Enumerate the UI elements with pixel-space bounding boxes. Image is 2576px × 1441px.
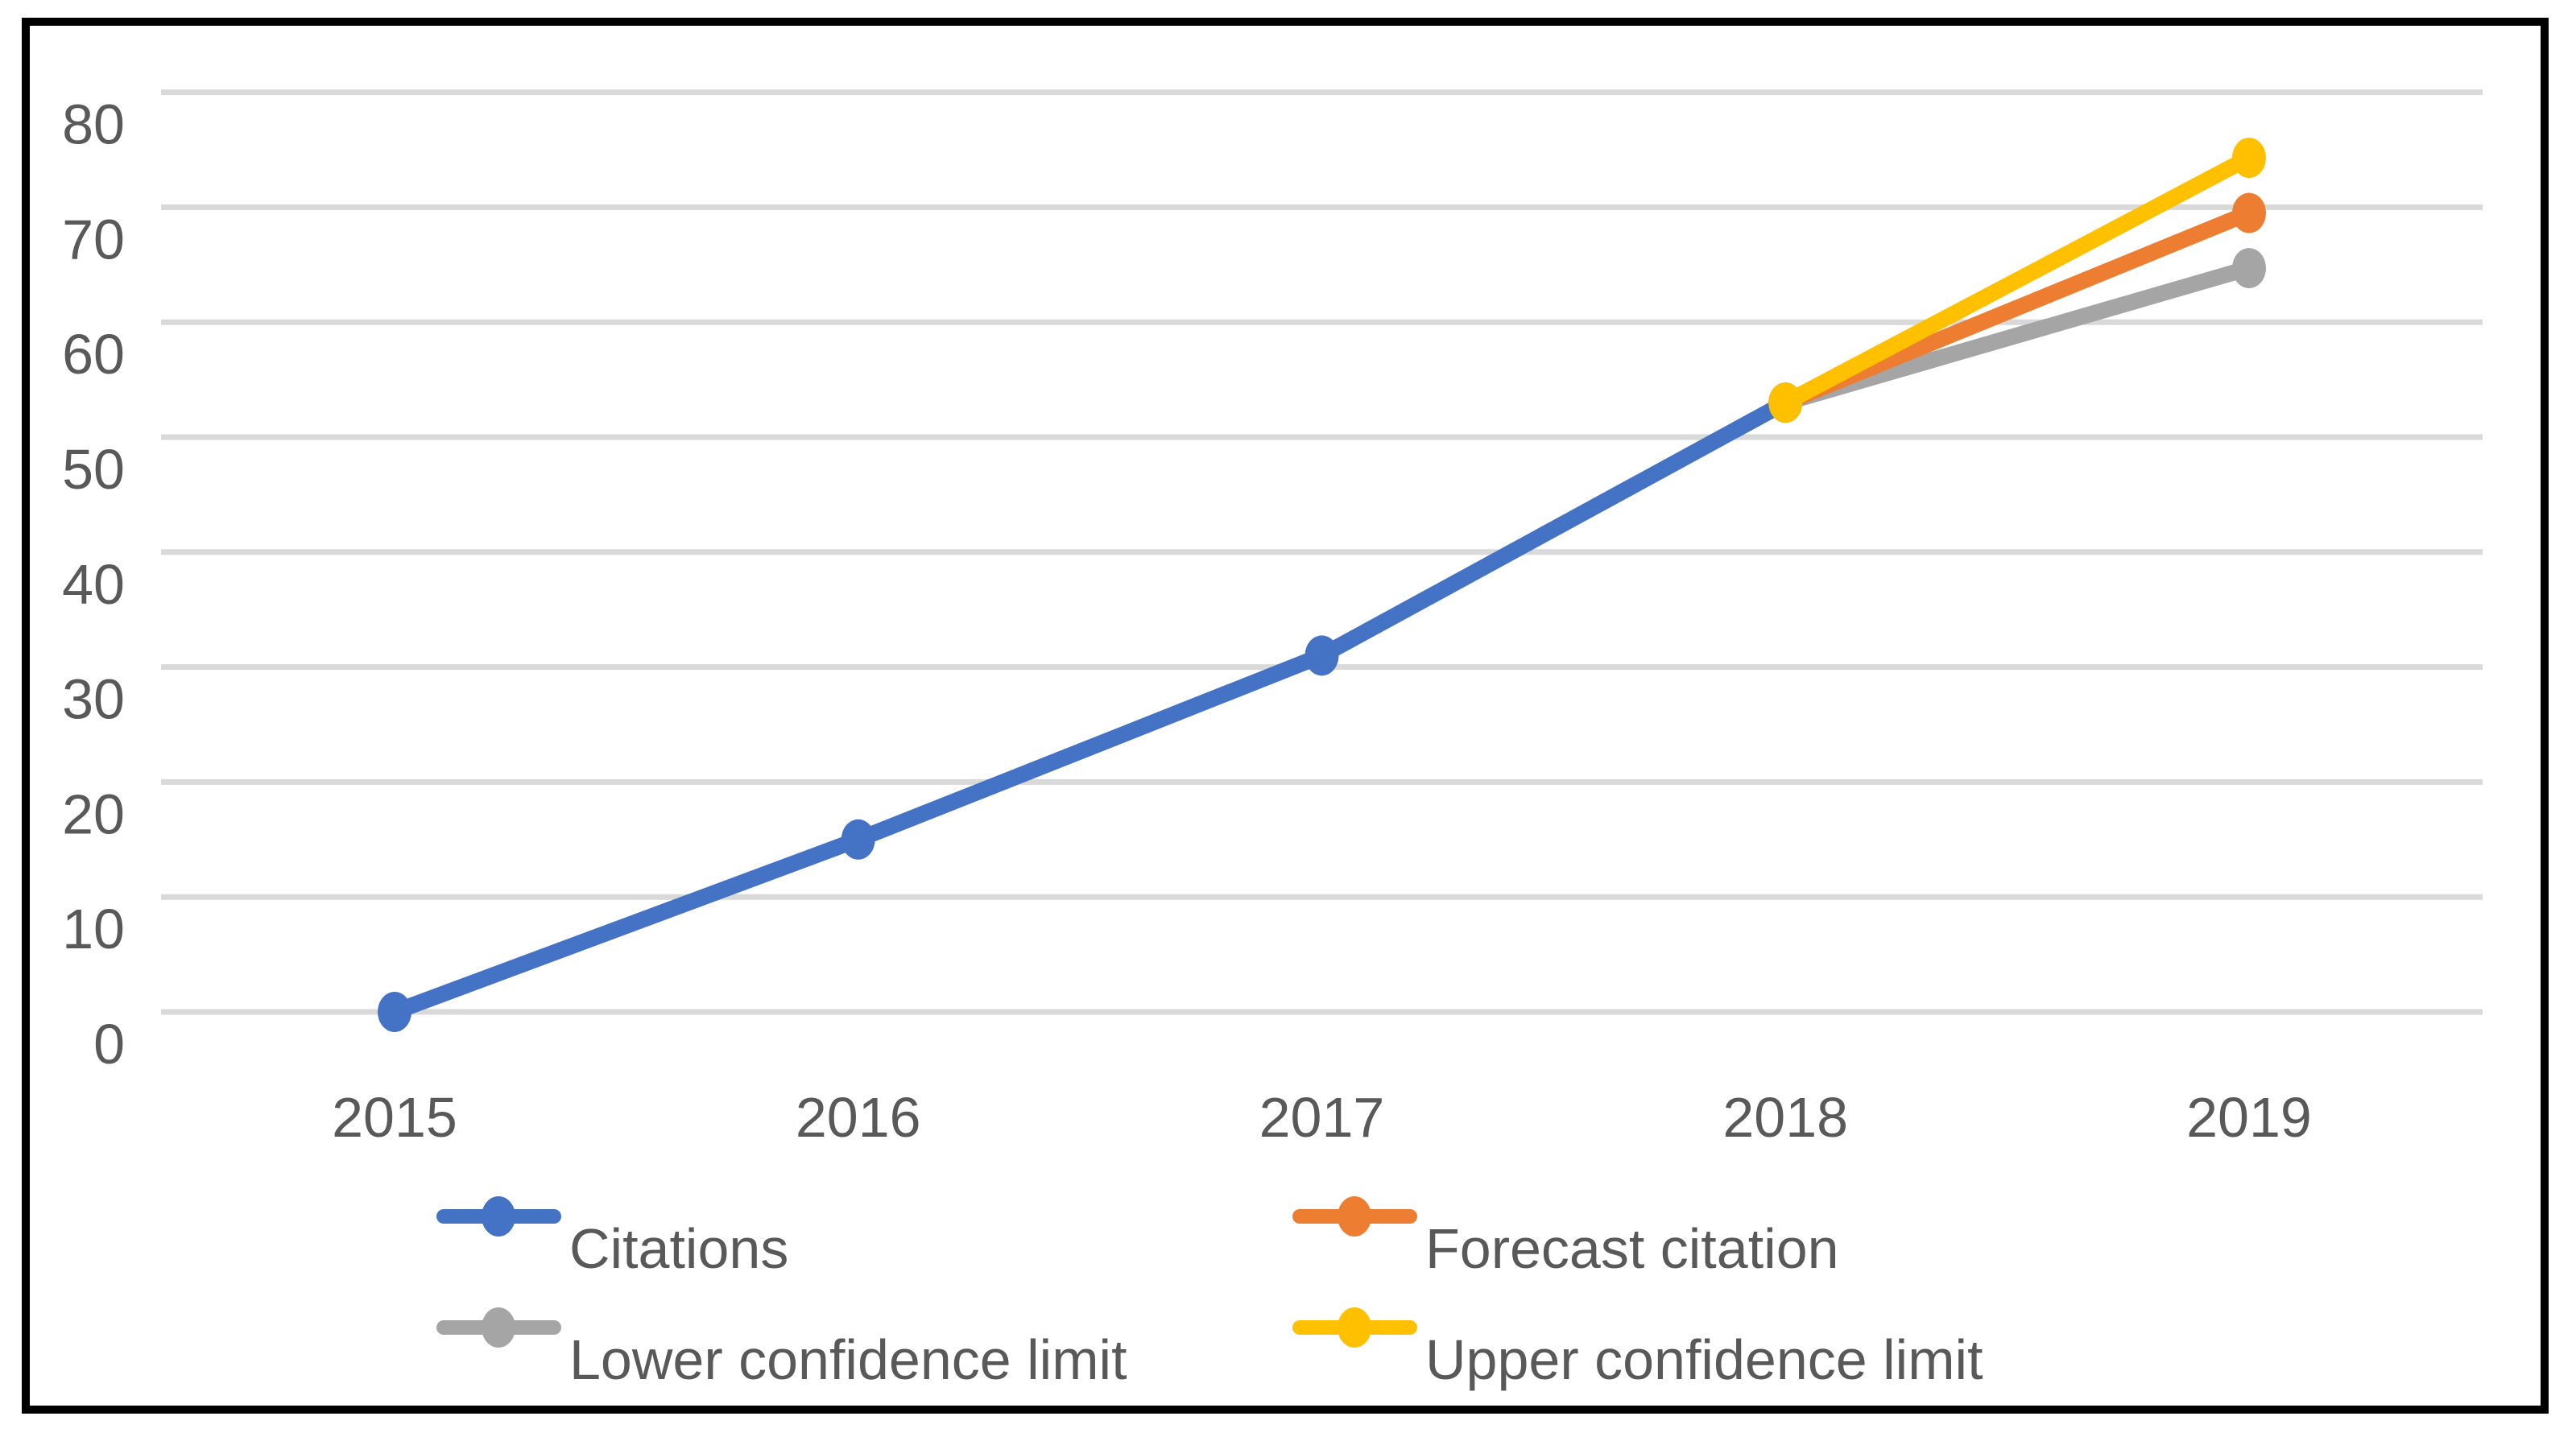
x-axis-tick-label: 2019 — [2186, 1086, 2312, 1149]
y-axis-tick-label: 20 — [62, 782, 125, 845]
data-point-marker — [2232, 137, 2266, 178]
y-axis-tick-label: 30 — [62, 668, 125, 731]
data-point-marker — [841, 819, 875, 860]
x-axis-tick-label: 2018 — [1722, 1086, 1848, 1149]
y-axis-tick-label: 60 — [62, 323, 125, 386]
data-point-marker — [378, 992, 411, 1032]
y-axis-tick-label: 70 — [62, 208, 125, 270]
series-line-citations — [391, 395, 1790, 1020]
data-point-marker — [2232, 248, 2266, 289]
y-axis-tick-label: 0 — [93, 1013, 125, 1076]
y-axis-tick-label: 10 — [62, 898, 125, 960]
x-axis-tick-label: 2017 — [1259, 1086, 1385, 1149]
y-axis-tick-label: 80 — [62, 93, 125, 156]
y-axis-tick-label: 40 — [62, 553, 125, 616]
series-line-upper-confidence-limit — [1781, 151, 2253, 411]
data-point-marker — [1768, 382, 1803, 423]
figure-frame — [22, 18, 2549, 1414]
y-axis-tick-label: 50 — [62, 438, 125, 501]
series-line-forecast-citation — [1782, 205, 2252, 411]
data-point-marker — [1305, 635, 1339, 676]
data-point-marker — [2232, 192, 2266, 233]
x-axis-tick-label: 2015 — [332, 1086, 457, 1149]
series-line-lower-confidence-limit — [1783, 260, 2251, 411]
x-axis-tick-label: 2016 — [796, 1086, 921, 1149]
